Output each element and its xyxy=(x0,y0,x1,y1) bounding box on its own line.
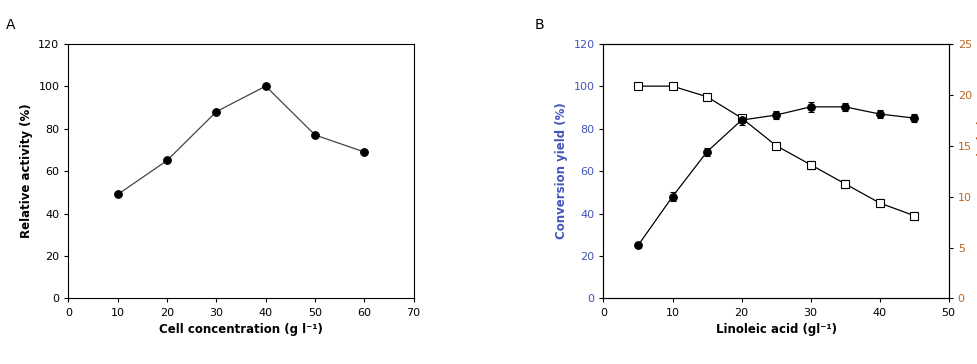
X-axis label: Cell concentration (g l⁻¹): Cell concentration (g l⁻¹) xyxy=(159,323,322,336)
X-axis label: Linoleic acid (gl⁻¹): Linoleic acid (gl⁻¹) xyxy=(715,323,835,336)
Text: A: A xyxy=(6,18,16,32)
Y-axis label: Conversion yield (%): Conversion yield (%) xyxy=(554,103,568,240)
Text: B: B xyxy=(533,18,543,32)
Y-axis label: Relative activity (%): Relative activity (%) xyxy=(20,104,32,238)
